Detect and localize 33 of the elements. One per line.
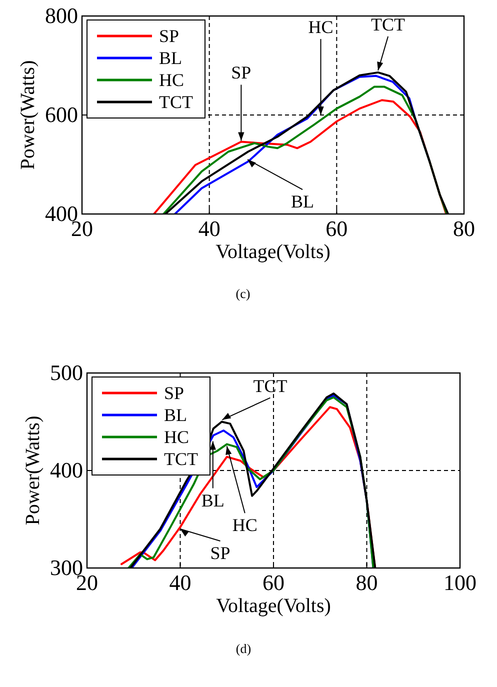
- annotation: HC: [308, 17, 334, 37]
- y-axis-title: Power(Watts): [22, 416, 44, 526]
- legend-label: SP: [164, 383, 184, 403]
- y-tick-label: 600: [45, 102, 78, 127]
- x-tick-label: 40: [198, 216, 220, 241]
- y-tick-label: 400: [50, 458, 83, 482]
- annotation: BL: [291, 192, 314, 212]
- legend-label: TCT: [159, 92, 193, 112]
- annotation: SP: [210, 543, 230, 563]
- x-axis-title: Voltage(Volts): [216, 595, 331, 617]
- annotation: HC: [232, 515, 258, 536]
- legend-label: HC: [164, 427, 190, 447]
- annotation: TCT: [371, 14, 406, 34]
- x-axis-title: Voltage(Volts): [216, 241, 330, 263]
- x-tick-label: 60: [326, 216, 348, 241]
- annotation: TCT: [253, 376, 288, 396]
- y-tick-label: 500: [50, 360, 83, 385]
- annotation: BL: [201, 490, 224, 510]
- text: (d): [236, 641, 252, 656]
- x-tick-label: 100: [444, 570, 476, 595]
- annotation: SP: [231, 62, 252, 83]
- x-tick-label: 80: [356, 570, 378, 595]
- legend-label: TCT: [164, 449, 198, 469]
- legend-label: BL: [159, 48, 182, 68]
- legend-label: BL: [164, 405, 188, 425]
- text: (c): [236, 286, 250, 301]
- x-tick-label: 40: [169, 570, 192, 595]
- legend-label: SP: [159, 26, 180, 46]
- y-tick-label: 800: [45, 3, 78, 28]
- x-tick-label: 60: [262, 570, 284, 595]
- y-axis-title: Power(Watts): [17, 60, 39, 170]
- x-tick-label: 80: [453, 216, 475, 241]
- legend-label: HC: [159, 70, 184, 90]
